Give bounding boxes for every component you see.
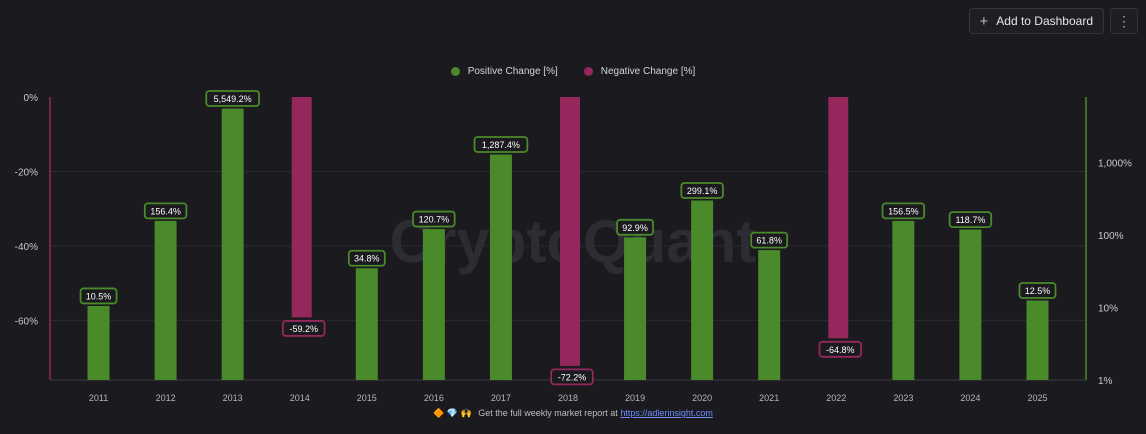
- positive-data-label: 1,287.4%: [482, 140, 520, 150]
- x-tick-label: 2016: [424, 393, 444, 403]
- x-tick-label: 2018: [558, 393, 578, 403]
- positive-data-label: 156.4%: [150, 206, 181, 216]
- positive-data-label: 61.8%: [756, 236, 782, 246]
- x-tick-label: 2011: [89, 393, 108, 403]
- positive-data-label-box: [79, 287, 118, 305]
- positive-data-label: 10.5%: [86, 291, 112, 301]
- footer: 🔶 💎 🙌 Get the full weekly market report …: [0, 408, 1146, 419]
- more-options-button[interactable]: ⋮: [1110, 8, 1138, 34]
- legend-dot-negative: [583, 67, 593, 76]
- positive-bar: [355, 268, 378, 380]
- right-tick-label: 100%: [1098, 231, 1124, 242]
- footer-emoji: 🔶 💎 🙌: [433, 408, 472, 418]
- positive-data-label-box: [948, 211, 993, 228]
- positive-data-label-box: [616, 218, 654, 236]
- positive-bar: [758, 250, 781, 380]
- x-tick-label: 2023: [893, 393, 913, 403]
- positive-data-label-box: [881, 202, 926, 220]
- negative-bar: [828, 97, 849, 339]
- positive-data-label: 12.5%: [1025, 286, 1051, 296]
- positive-bar: [959, 229, 982, 380]
- negative-data-label-box: [282, 320, 326, 337]
- legend-item-negative[interactable]: Negative Change [%]: [583, 66, 696, 77]
- legend-label-negative: Negative Change [%]: [600, 66, 696, 77]
- positive-bar: [221, 108, 244, 381]
- left-tick-label: -60%: [15, 316, 38, 327]
- positive-data-label-box: [750, 231, 789, 249]
- right-tick-label: 1%: [1098, 376, 1113, 387]
- positive-data-label-box: [680, 182, 724, 199]
- left-tick-label: -20%: [15, 167, 38, 178]
- x-tick-label: 2024: [960, 393, 980, 403]
- legend-item-positive[interactable]: Positive Change [%]: [450, 66, 558, 77]
- negative-data-label-box: [550, 368, 594, 386]
- x-tick-label: 2022: [826, 393, 846, 403]
- plus-icon: +: [979, 12, 989, 30]
- positive-data-label: 299.1%: [687, 186, 718, 196]
- positive-data-label-box: [347, 249, 386, 267]
- positive-data-label: 92.9%: [622, 223, 648, 233]
- positive-bar: [691, 200, 714, 380]
- positive-bar: [489, 154, 512, 380]
- x-tick-label: 2015: [357, 393, 377, 403]
- x-tick-label: 2021: [759, 393, 779, 403]
- positive-bar: [422, 229, 445, 380]
- x-tick-label: 2019: [625, 393, 645, 403]
- positive-data-label: 156.5%: [888, 206, 919, 216]
- add-to-dashboard-button[interactable]: + Add to Dashboard: [968, 8, 1104, 34]
- right-tick-label: 1,000%: [1098, 158, 1132, 169]
- footer-text: Get the full weekly market report at: [478, 408, 618, 418]
- right-tick-label: 10%: [1098, 303, 1118, 314]
- positive-bar: [154, 220, 177, 380]
- legend-dot-positive: [450, 67, 460, 76]
- negative-bar: [291, 97, 312, 318]
- left-tick-label: -40%: [15, 242, 38, 253]
- x-tick-label: 2012: [156, 393, 176, 403]
- x-tick-label: 2020: [692, 393, 712, 403]
- positive-bar: [87, 305, 110, 380]
- chart-legend: Positive Change [%] Negative Change [%]: [0, 66, 1146, 77]
- negative-data-label-box: [818, 340, 862, 358]
- left-tick-label: 0%: [24, 93, 39, 104]
- toolbar: + Add to Dashboard ⋮: [968, 8, 1138, 34]
- positive-data-label-box: [473, 136, 529, 153]
- positive-bar: [1026, 300, 1049, 380]
- positive-data-label: 118.7%: [955, 215, 985, 225]
- footer-link[interactable]: https://adlerinsight.com: [620, 408, 713, 418]
- positive-data-label-box: [412, 210, 456, 228]
- x-tick-label: 2013: [223, 393, 243, 403]
- negative-data-label: -59.2%: [289, 324, 318, 334]
- positive-bar: [624, 237, 647, 380]
- legend-label-positive: Positive Change [%]: [467, 66, 558, 77]
- positive-data-label: 34.8%: [354, 254, 380, 264]
- x-tick-label: 2025: [1027, 393, 1047, 403]
- negative-data-label: -72.2%: [558, 372, 587, 382]
- negative-data-label: -64.8%: [826, 345, 855, 355]
- add-to-dashboard-label: Add to Dashboard: [996, 14, 1093, 28]
- positive-data-label: 120.7%: [419, 215, 450, 225]
- positive-data-label-box: [143, 202, 188, 220]
- positive-data-label: 5,549.2%: [214, 94, 252, 104]
- x-tick-label: 2014: [290, 393, 310, 403]
- x-tick-label: 2017: [491, 393, 511, 403]
- more-vertical-icon: ⋮: [1117, 12, 1131, 29]
- positive-data-label-box: [1018, 282, 1057, 299]
- positive-data-label-box: [205, 90, 260, 107]
- negative-bar: [560, 97, 580, 366]
- positive-bar: [892, 220, 915, 380]
